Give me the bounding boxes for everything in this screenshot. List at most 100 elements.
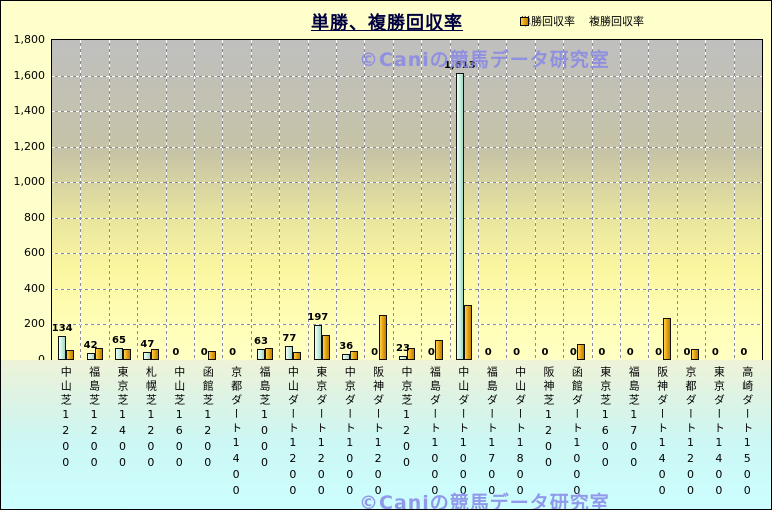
gridline-vertical [109, 40, 110, 360]
bar-win [257, 348, 265, 360]
gridline-horizontal [52, 217, 762, 219]
gridline-vertical [251, 40, 252, 360]
bar-win [86, 352, 95, 360]
gridline-vertical [137, 40, 138, 360]
bar-place [293, 352, 302, 360]
bar-value-label: 0 [626, 347, 634, 358]
category-label: 京都ダート1200 [684, 366, 697, 500]
bar-value-label: 0 [598, 347, 606, 358]
watermark-top: ©Caniの競馬データ研究室 [359, 49, 610, 71]
category-label: 中山芝1200 [59, 366, 73, 472]
gridline-horizontal [52, 324, 762, 326]
category-label: 高崎ダート1500 [740, 366, 754, 500]
y-axis-tick-label: 1,800 [13, 33, 46, 46]
bar-value-label: 0 [711, 347, 719, 358]
category-label: 中山芝1600 [172, 366, 186, 472]
bar-win [399, 355, 407, 360]
gridline-vertical [279, 40, 280, 360]
gridline-vertical [478, 40, 479, 360]
bar-place [66, 349, 75, 360]
category-label: 中京ダート1000 [343, 366, 357, 500]
bar-win [58, 336, 67, 360]
bar-win [285, 346, 294, 360]
gridline-vertical [421, 40, 422, 360]
gridline-vertical [364, 40, 365, 360]
gridline-vertical [336, 40, 337, 360]
bar-place [350, 351, 359, 360]
gridline-horizontal [52, 288, 762, 290]
gridline-horizontal [52, 253, 762, 255]
category-label: 東京ダート1200 [314, 366, 328, 500]
bar-value-label: 0 [229, 347, 237, 358]
legend: 単勝回収率 複勝回収率 [520, 13, 654, 29]
gridline-vertical [677, 40, 678, 360]
category-label: 東京芝1600 [598, 366, 612, 472]
gridline-vertical [194, 40, 195, 360]
bar-win [143, 351, 152, 360]
category-label: 福島芝1000 [258, 366, 271, 472]
bar-value-label: 65 [112, 335, 126, 347]
bar-place [407, 347, 415, 360]
chart-title: 単勝、複勝回収率 [311, 13, 463, 34]
category-label: 東京ダート1400 [712, 366, 726, 500]
gridline-vertical [80, 40, 81, 360]
bar-place [378, 314, 387, 360]
category-label: 阪神芝1200 [542, 366, 555, 472]
gridline-vertical [592, 40, 593, 360]
bar-value-label: 0 [172, 347, 180, 358]
category-label: 京都ダート1400 [229, 366, 243, 500]
category-label: 函館ダート1000 [570, 366, 584, 500]
gridline-horizontal [52, 111, 762, 113]
category-label: 福島芝1200 [87, 366, 101, 472]
bar-value-label: 77 [282, 333, 297, 345]
category-label: 中京芝1200 [400, 366, 413, 472]
gridline-vertical [308, 40, 309, 360]
bar-value-label: 0 [371, 347, 379, 358]
bar-place [577, 344, 586, 360]
bar-value-label: 0 [569, 347, 577, 358]
y-axis-tick-label: 800 [24, 210, 45, 224]
bar-value-label: 1,613 [443, 60, 476, 72]
y-axis-tick-label: 600 [24, 246, 45, 260]
bar-win [455, 73, 464, 360]
y-axis-tick-label: 1,400 [13, 104, 46, 118]
gridline-horizontal [52, 75, 762, 77]
category-label: 阪神ダート1400 [655, 366, 669, 500]
bar-value-label: 0 [427, 347, 435, 358]
category-label: 東京芝1400 [116, 366, 129, 472]
gridline-vertical [506, 40, 507, 360]
gridline-horizontal [52, 182, 762, 184]
bar-place [123, 349, 131, 360]
category-label: 函館芝1200 [201, 366, 215, 472]
plot-area: 134 42 65 47 0 0 0 63 77 197 36 0 23 0 1,613 0 0 0 0 0 0 0 0 0 0 [51, 39, 763, 361]
gridline-vertical [535, 40, 536, 360]
category-label: 札幌芝1200 [144, 366, 158, 472]
bar-win [313, 324, 322, 360]
bar-value-label: 23 [396, 342, 410, 354]
bar-value-label: 36 [339, 340, 354, 352]
bar-value-label: 47 [140, 338, 155, 350]
category-label: 中山ダート1000 [456, 366, 470, 500]
legend-label-win: 単勝回収率 [520, 15, 575, 28]
y-axis-tick-label: 200 [24, 317, 45, 331]
bar-place [691, 349, 699, 360]
bar-place [94, 348, 103, 360]
category-label: 中山ダート1800 [513, 366, 527, 500]
bar-win [115, 348, 123, 360]
bar-value-label: 42 [83, 339, 98, 351]
x-axis-label-area: 中山芝1200 福島芝1200 東京芝1400 札幌芝1200 中山芝1600 函館芝12… [1, 360, 771, 509]
gridline-vertical [222, 40, 223, 360]
bar-win [342, 353, 351, 360]
y-axis-tick-label: 1,600 [13, 68, 46, 82]
gridline-vertical [563, 40, 564, 360]
gridline-vertical [450, 40, 451, 360]
bar-place [435, 339, 444, 360]
bar-value-label: 0 [484, 347, 492, 358]
category-label: 阪神ダート1200 [371, 366, 385, 500]
bar-place [321, 335, 330, 360]
gridline-vertical [620, 40, 621, 360]
y-axis-tick-label: 1,200 [13, 139, 46, 153]
bar-value-label: 0 [200, 347, 208, 358]
gridline-vertical [648, 40, 649, 360]
